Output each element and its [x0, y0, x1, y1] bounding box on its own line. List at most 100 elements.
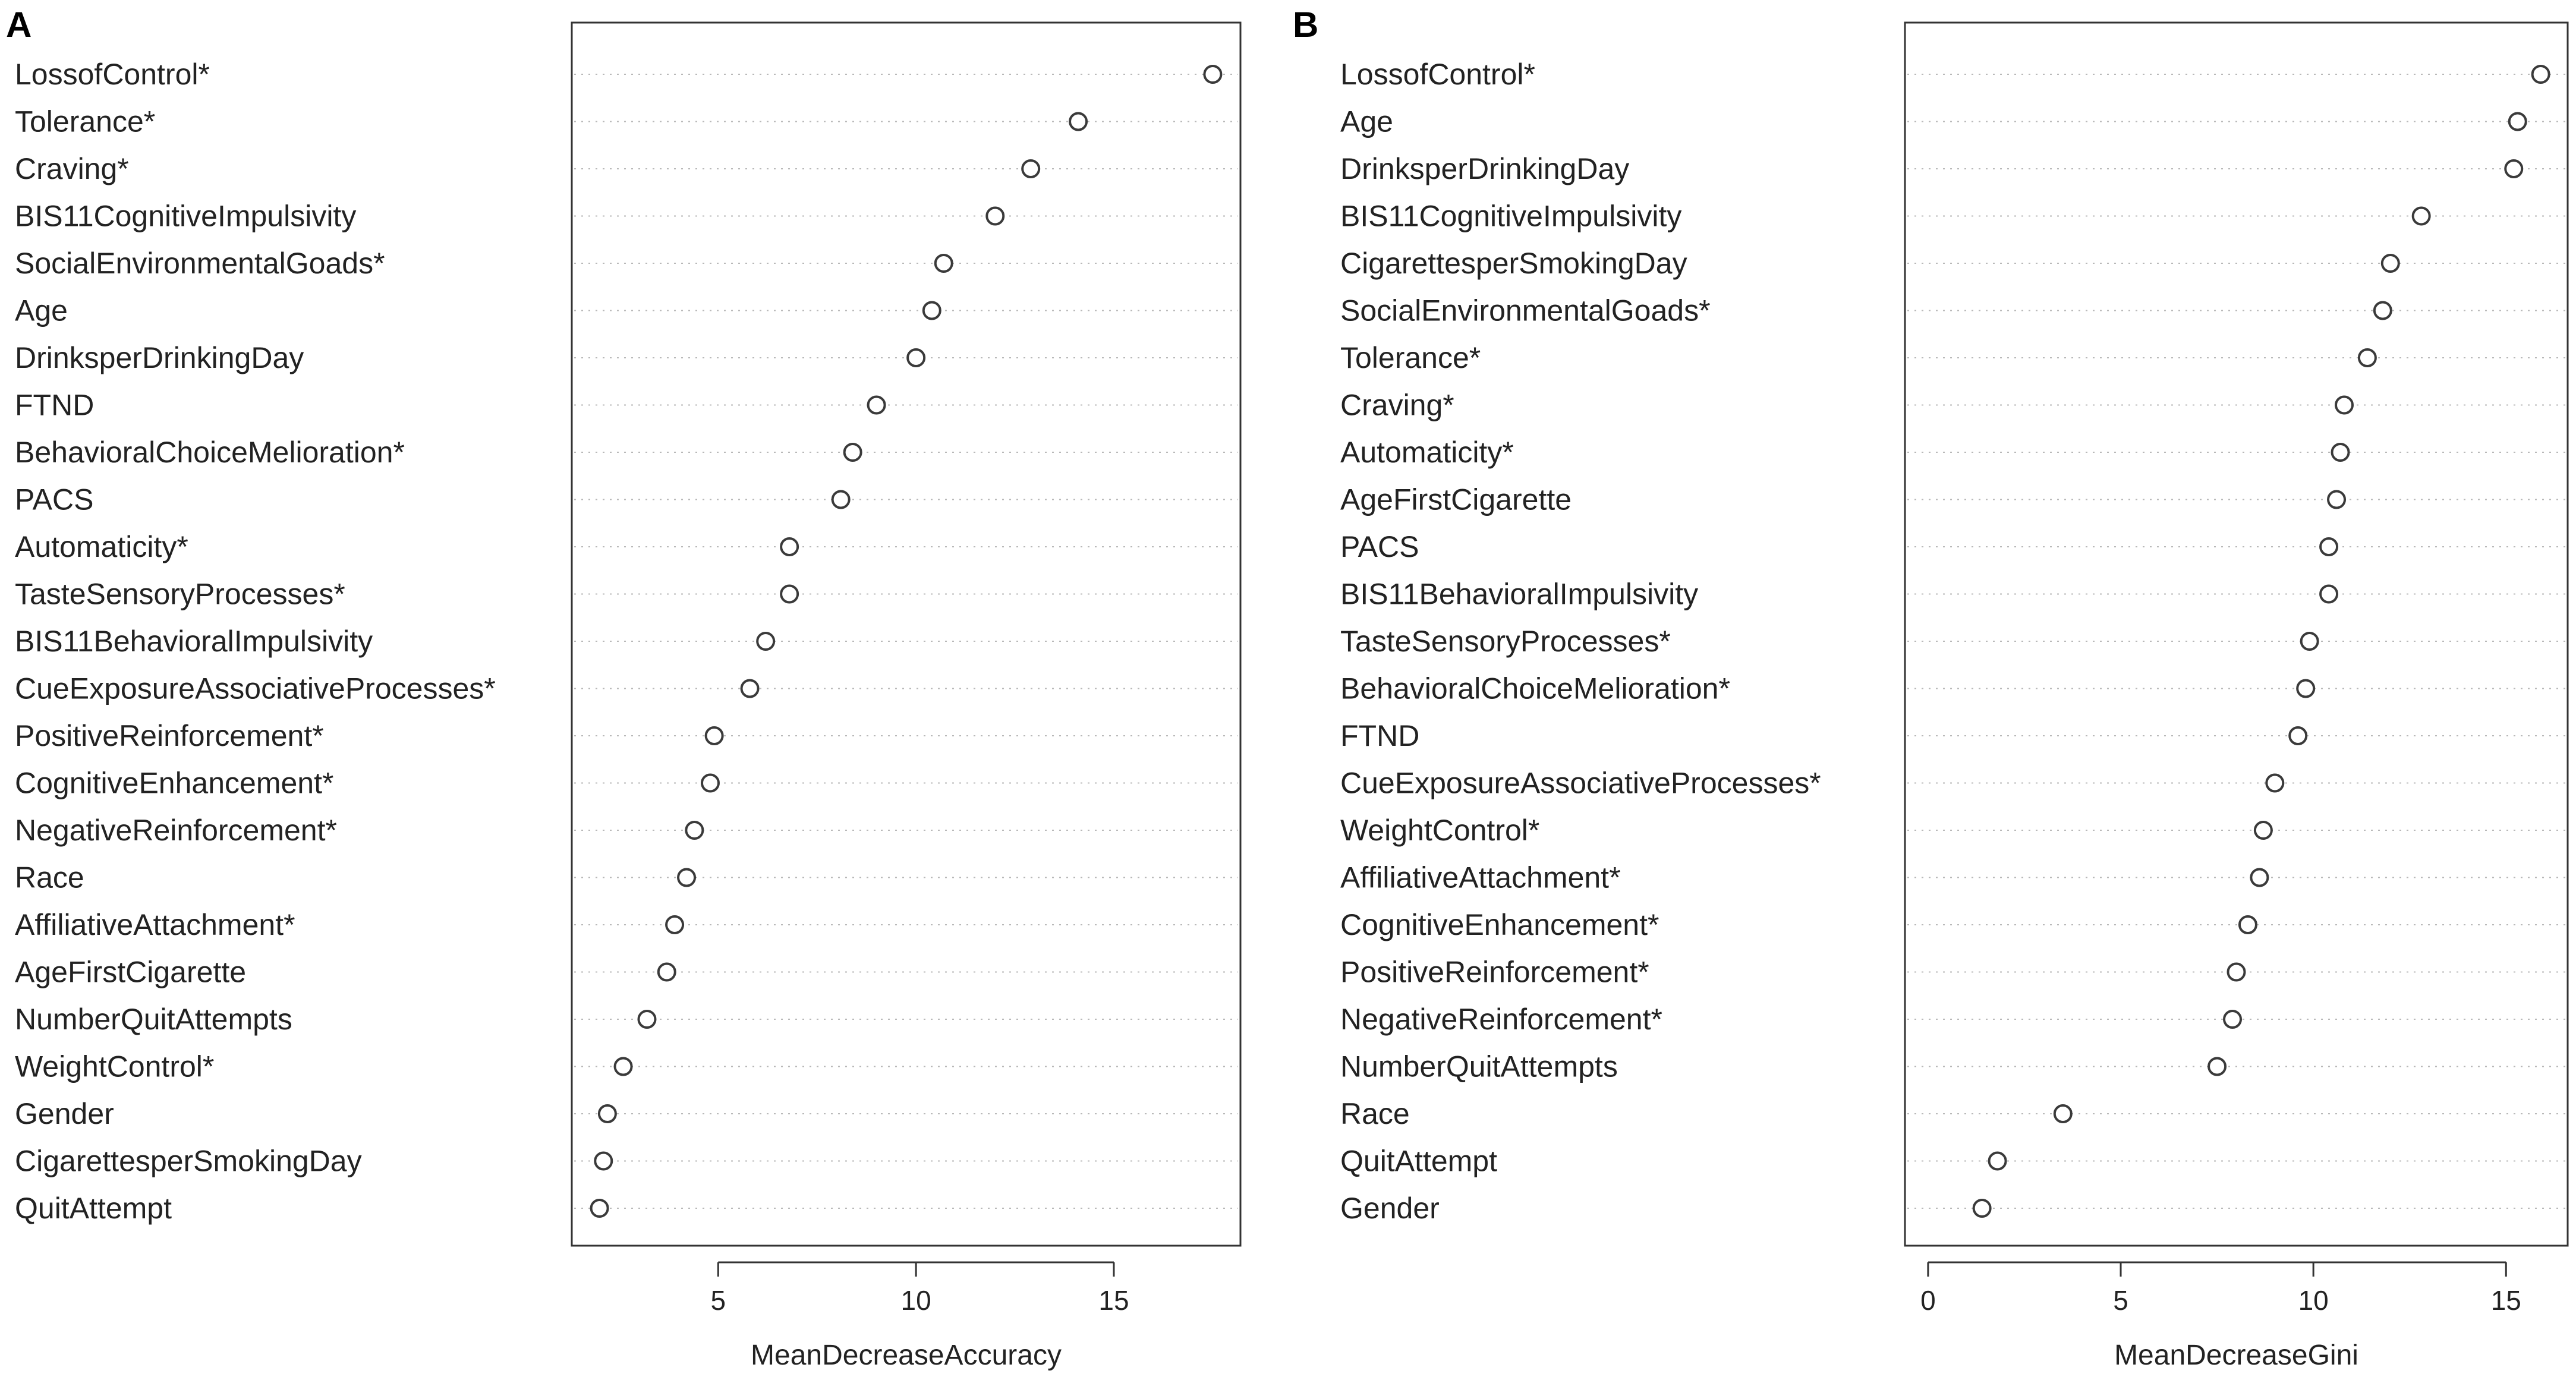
data-point — [2319, 537, 2339, 556]
data-point — [594, 1151, 613, 1171]
data-point — [590, 1199, 609, 1218]
data-point — [704, 726, 724, 745]
x-tick-label: 10 — [901, 1285, 931, 1316]
data-point — [637, 1010, 657, 1029]
row-label: BehavioralChoiceMelioration* — [15, 436, 405, 469]
data-point — [2319, 584, 2339, 604]
row-label: BIS11CognitiveImpulsivity — [1340, 200, 1681, 233]
row-label: BIS11BehavioralImpulsivity — [1340, 578, 1698, 611]
data-point — [2288, 726, 2308, 745]
row-label: BehavioralChoiceMelioration* — [1340, 672, 1730, 705]
data-point — [922, 301, 941, 320]
row-label: QuitAttempt — [1340, 1145, 1497, 1178]
data-point — [2053, 1104, 2073, 1123]
row-label: WeightControl* — [1340, 814, 1539, 847]
data-point — [780, 584, 799, 604]
row-label: SocialEnvironmentalGoads* — [15, 247, 385, 280]
row-label: CognitiveEnhancement* — [15, 767, 333, 800]
data-point — [2331, 443, 2350, 462]
row-label: CigarettesperSmokingDay — [1340, 247, 1687, 280]
data-point — [906, 348, 926, 367]
row-label: PACS — [1340, 530, 1419, 563]
row-label: Gender — [1340, 1192, 1440, 1225]
row-label: Automaticity* — [1340, 436, 1514, 469]
row-label: Craving* — [15, 152, 129, 185]
row-label: SocialEnvironmentalGoads* — [1340, 294, 1711, 327]
row-label: NumberQuitAttempts — [1340, 1050, 1618, 1083]
data-point — [2207, 1057, 2227, 1076]
data-point — [934, 254, 953, 273]
row-label: CueExposureAssociativeProcesses* — [15, 672, 496, 705]
data-point — [2373, 301, 2392, 320]
row-label: AffiliativeAttachment* — [15, 908, 295, 941]
data-point — [867, 395, 886, 415]
panel-b: B LossofControl* Age DrinksperDrinkingDay BI… — [1293, 5, 2569, 1371]
data-point — [2508, 112, 2527, 131]
row-label: BIS11BehavioralImpulsivity — [15, 625, 373, 658]
data-point — [985, 206, 1005, 226]
data-point — [685, 821, 704, 840]
x-tick-label: 0 — [1920, 1285, 1936, 1316]
data-point — [2504, 159, 2524, 178]
data-point — [1988, 1151, 2007, 1171]
data-point — [2250, 868, 2269, 887]
row-label: WeightControl* — [15, 1050, 214, 1083]
row-label: DrinksperDrinkingDay — [1340, 152, 1629, 185]
x-tick-label: 15 — [1098, 1285, 1129, 1316]
panel-label: A — [6, 5, 32, 45]
data-point — [2265, 773, 2285, 793]
data-point — [1972, 1199, 1992, 1218]
row-label: Race — [1340, 1097, 1410, 1130]
x-tick-label: 10 — [2298, 1285, 2329, 1316]
data-point — [2238, 915, 2257, 934]
row-label: Age — [15, 294, 68, 327]
data-point — [2223, 1010, 2243, 1029]
row-label: LossofControl* — [15, 58, 210, 91]
row-label: TasteSensoryProcesses* — [1340, 625, 1671, 658]
x-axis-title: MeanDecreaseGini — [2114, 1340, 2358, 1371]
row-label: CueExposureAssociativeProcesses* — [1340, 767, 1821, 800]
panel-a: A LossofControl* Tolerance* Craving* BIS11Co… — [6, 5, 1242, 1371]
row-label: Gender — [15, 1097, 114, 1130]
data-point — [2327, 490, 2347, 509]
data-point — [677, 868, 697, 887]
x-tick-label: 5 — [2113, 1285, 2128, 1316]
row-label: AgeFirstCigarette — [1340, 483, 1572, 516]
data-point — [2227, 962, 2246, 982]
row-label: PositiveReinforcement* — [1340, 956, 1649, 989]
row-label: LossofControl* — [1340, 58, 1535, 91]
row-label: Age — [1340, 105, 1393, 138]
row-label: NegativeReinforcement* — [15, 814, 337, 847]
row-label: FTND — [15, 389, 94, 422]
x-axis-title: MeanDecreaseAccuracy — [751, 1340, 1062, 1371]
data-point — [2531, 65, 2550, 84]
panel-label: B — [1293, 5, 1318, 45]
data-point — [1069, 112, 1088, 131]
row-label: Automaticity* — [15, 530, 188, 563]
data-point — [2300, 632, 2319, 651]
x-tick-label: 15 — [2491, 1285, 2521, 1316]
data-point — [756, 632, 776, 651]
data-point — [2335, 395, 2354, 415]
row-label: PACS — [15, 483, 93, 516]
data-point — [2253, 821, 2273, 840]
data-point — [780, 537, 799, 556]
row-label: CigarettesperSmokingDay — [15, 1145, 362, 1178]
row-label: FTND — [1340, 719, 1419, 752]
row-label: PositiveReinforcement* — [15, 719, 324, 752]
row-label: AgeFirstCigarette — [15, 956, 246, 989]
row-label: BIS11CognitiveImpulsivity — [15, 200, 356, 233]
row-label: NumberQuitAttempts — [15, 1003, 292, 1036]
row-label: TasteSensoryProcesses* — [15, 578, 345, 611]
data-point — [2411, 206, 2431, 226]
row-label: Tolerance* — [1340, 341, 1481, 374]
data-point — [831, 490, 851, 509]
data-point — [597, 1104, 617, 1123]
data-point — [1203, 65, 1223, 84]
data-point — [740, 679, 760, 698]
data-point — [700, 773, 720, 793]
row-label: Tolerance* — [15, 105, 155, 138]
row-label: DrinksperDrinkingDay — [15, 341, 304, 374]
data-point — [2380, 254, 2400, 273]
